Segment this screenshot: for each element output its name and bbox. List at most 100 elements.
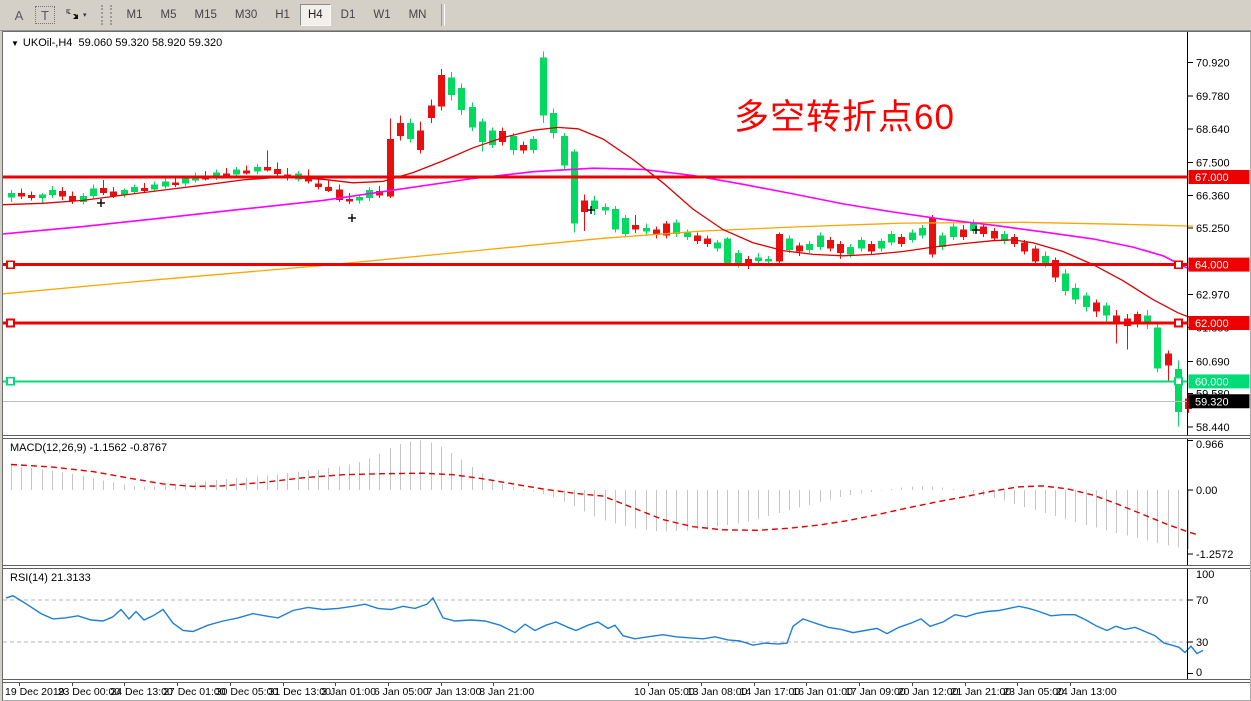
timeframe-button-MN[interactable]: MN <box>401 4 435 26</box>
svg-text:69.780: 69.780 <box>1196 91 1230 103</box>
pane-divider-macd-rsi[interactable] <box>3 565 1250 569</box>
svg-text:62.000: 62.000 <box>1195 318 1229 330</box>
time-label: 6 Jan 05:00 <box>373 686 429 698</box>
toolbar-grip[interactable] <box>100 5 112 25</box>
toolbar-separator <box>441 4 446 26</box>
arrows-objects-button[interactable]: ▾ <box>59 4 92 26</box>
svg-text:-1.2572: -1.2572 <box>1196 549 1233 561</box>
time-tick <box>911 683 913 686</box>
price-label-64.000: 64.000 <box>1188 257 1250 272</box>
svg-text:70: 70 <box>1196 595 1208 607</box>
timeframe-button-M30[interactable]: M30 <box>227 4 265 26</box>
pane-divider-rsi-time[interactable] <box>3 679 1250 683</box>
time-tick <box>753 683 755 686</box>
time-tick <box>19 683 20 686</box>
symbol-ohlc-text: UKOil-,H4 59.060 59.320 58.920 59.320 <box>22 37 223 49</box>
time-label: 3 Jan 01:00 <box>321 686 377 698</box>
time-label: 23 Jan 05:00 <box>1003 686 1064 698</box>
chart-annotation[interactable]: 多空转折点60 <box>734 98 955 137</box>
main-price-chart[interactable]: 70.920 69.780 68.640 67.500 66.360 65.250 62.9… <box>3 32 1250 435</box>
price-label-67.000: 67.000 <box>1188 170 1250 184</box>
pane-divider-main-macd[interactable] <box>3 435 1250 439</box>
svg-text:68.640: 68.640 <box>1196 124 1230 136</box>
time-label: 24 Jan 13:00 <box>1056 686 1117 698</box>
time-label: 31 Dec 13:00 <box>268 686 331 698</box>
timeframe-button-H1[interactable]: H1 <box>267 4 298 26</box>
time-label: 14 Jan 17:00 <box>739 686 801 698</box>
time-tick <box>964 683 966 686</box>
time-tick <box>700 683 702 686</box>
text-tool-button[interactable]: T <box>33 4 57 26</box>
time-label: 10 Jan 05:00 <box>634 686 695 698</box>
svg-text:59.320: 59.320 <box>1195 396 1229 408</box>
time-tick <box>648 683 649 686</box>
time-label: 19 Dec 2019 <box>5 686 65 698</box>
macd-signal-line <box>10 463 1199 536</box>
horizontal-line-objects <box>3 175 1187 386</box>
timeframe-button-D1[interactable]: D1 <box>333 4 364 26</box>
time-tick <box>1070 683 1071 686</box>
time-tick <box>282 683 284 686</box>
timeframe-button-H4[interactable]: H4 <box>299 4 331 26</box>
toolbar: A T ▾ M1 M5 M15 M30 H1 H4 D1 W1 MN <box>0 0 1251 31</box>
time-label: 27 Dec 01:00 <box>163 686 226 698</box>
time-tick <box>335 683 337 686</box>
rsi-line <box>5 595 1204 655</box>
time-tick <box>440 683 442 686</box>
current-price-label: 59.320 <box>1188 394 1250 409</box>
time-label: 16 Jan 01:00 <box>792 686 853 698</box>
chart-window: 70.920 69.780 68.640 67.500 66.360 65.250 62.9… <box>2 31 1251 701</box>
time-tick <box>806 683 808 686</box>
rsi-panel[interactable]: 100 70 30 0 <box>3 569 1250 679</box>
svg-text:60.000: 60.000 <box>1195 376 1229 388</box>
time-label: 21 Jan 21:00 <box>950 686 1012 698</box>
time-tick <box>1017 683 1019 686</box>
time-tick <box>859 683 860 686</box>
timeframe-button-M1[interactable]: M1 <box>119 4 151 26</box>
timeframe-button-W1[interactable]: W1 <box>365 4 398 26</box>
label-tool-button[interactable]: A <box>7 4 31 26</box>
time-tick <box>71 683 73 686</box>
timeframe-group: M1 M5 M15 M30 H1 H4 D1 W1 MN <box>118 4 436 26</box>
time-axis[interactable]: 19 Dec 2019 23 Dec 00:00 24 Dec 13:00 27 De… <box>3 683 1250 699</box>
time-tick <box>493 683 495 686</box>
time-label: 24 Dec 13:00 <box>110 686 173 698</box>
dropdown-caret-icon: ▾ <box>83 12 87 19</box>
symbol-dropdown-icon[interactable]: ▼ <box>11 39 19 48</box>
time-tick <box>177 683 179 686</box>
svg-text:62.970: 62.970 <box>1196 290 1230 302</box>
svg-text:0.966: 0.966 <box>1196 439 1224 451</box>
time-label: 7 Jan 13:00 <box>426 686 482 698</box>
macd-histogram <box>11 440 1189 550</box>
time-label: 30 Dec 05:00 <box>215 686 279 698</box>
symbol-ohlc-line: ▼ UKOil-,H4 59.060 59.320 58.920 59.320 <box>11 37 222 49</box>
time-label: 20 Jan 12:00 <box>897 686 959 698</box>
svg-text:30: 30 <box>1196 637 1208 649</box>
time-label: 8 Jan 21:00 <box>479 686 535 698</box>
svg-text:60.690: 60.690 <box>1196 356 1230 368</box>
macd-panel[interactable]: 0.966 0.00 -1.2572 <box>3 439 1250 565</box>
time-label: 17 Jan 09:00 <box>845 686 906 698</box>
time-tick <box>387 683 389 686</box>
svg-text:67.500: 67.500 <box>1196 157 1230 169</box>
moving-average-ma_slow <box>3 221 1194 295</box>
arrows-icon <box>64 7 80 24</box>
svg-text:0: 0 <box>1196 667 1202 679</box>
svg-text:58.440: 58.440 <box>1196 422 1230 434</box>
price-label-62.000: 62.000 <box>1188 316 1250 330</box>
svg-text:67.000: 67.000 <box>1195 172 1229 184</box>
svg-text:64.000: 64.000 <box>1195 260 1229 272</box>
rsi-label: RSI(14) 21.3133 <box>10 572 91 584</box>
svg-text:100: 100 <box>1196 569 1214 581</box>
timeframe-button-M15[interactable]: M15 <box>186 4 224 26</box>
moving-average-ma_mid <box>3 167 1194 272</box>
price-label-60.000: 60.000 <box>1188 374 1250 389</box>
time-label: 13 Jan 08:00 <box>686 686 748 698</box>
timeframe-button-M5[interactable]: M5 <box>153 4 185 26</box>
svg-text:0.00: 0.00 <box>1196 485 1217 497</box>
time-tick <box>124 683 126 686</box>
svg-text:66.360: 66.360 <box>1196 191 1230 203</box>
cross-markers <box>97 199 980 234</box>
time-label: 23 Dec 00:00 <box>57 686 121 698</box>
